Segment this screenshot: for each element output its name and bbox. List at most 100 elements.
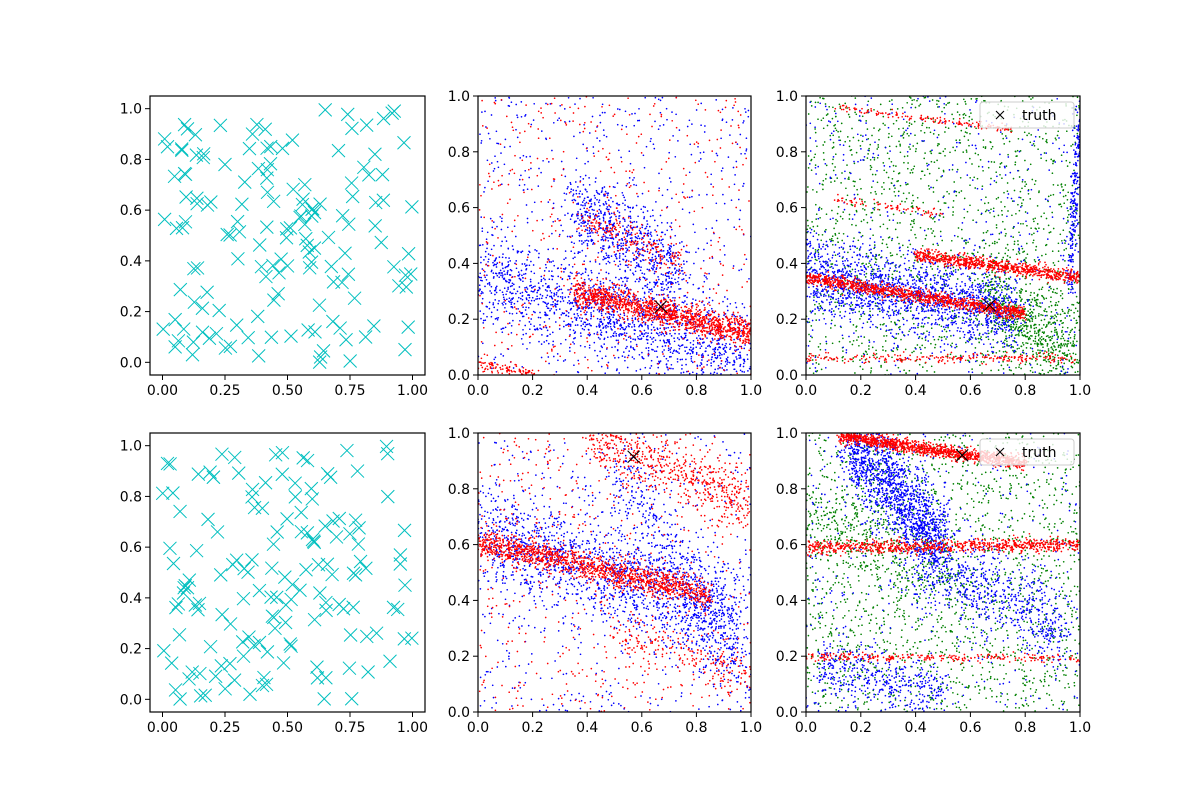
x-tick-label: 0.0 xyxy=(795,383,817,399)
x-tick-label: 0.25 xyxy=(209,720,240,736)
plot-area xyxy=(478,433,751,712)
data-point xyxy=(293,210,307,225)
data-point xyxy=(284,639,298,654)
y-tick-label: 0.0 xyxy=(120,355,142,371)
data-point xyxy=(279,230,294,245)
data-point xyxy=(189,543,204,558)
data-point xyxy=(229,318,244,333)
x-tick-label: 0.8 xyxy=(1014,720,1036,736)
data-point xyxy=(376,111,391,126)
data-point xyxy=(252,238,267,252)
x-tick-label: 0.75 xyxy=(334,383,365,399)
data-point xyxy=(255,678,270,693)
data-point xyxy=(367,319,381,333)
data-point xyxy=(209,326,224,341)
data-point xyxy=(331,143,346,158)
data-points-series-5 xyxy=(1062,100,1080,309)
y-tick-label: 0.6 xyxy=(448,538,470,554)
data-point xyxy=(186,335,201,349)
y-tick-label: 0.0 xyxy=(776,368,798,384)
data-point xyxy=(241,565,255,580)
x-tick-label: 0.2 xyxy=(521,383,543,399)
y-tick-label: 1.0 xyxy=(120,102,142,118)
axes-frame xyxy=(477,432,752,713)
data-point xyxy=(352,520,366,535)
data-points-series-4 xyxy=(898,506,1077,681)
data-point xyxy=(375,167,390,182)
data-point xyxy=(260,141,274,156)
data-point xyxy=(166,486,180,500)
data-point xyxy=(284,329,298,343)
data-point xyxy=(275,467,290,482)
subplot-5: 0.0 0.2 0.4 0.6 0.8 1.0 0.0 0.2 0.4 0.6 0.8 1.0 xyxy=(448,426,762,736)
data-point xyxy=(313,586,327,600)
data-point xyxy=(362,168,376,182)
data-point xyxy=(299,562,313,577)
data-point xyxy=(218,157,232,172)
data-point xyxy=(245,490,259,504)
data-point xyxy=(259,220,274,234)
data-point xyxy=(275,445,290,460)
data-point xyxy=(188,127,203,142)
data-point xyxy=(236,591,251,606)
data-point xyxy=(339,332,353,347)
data-point xyxy=(247,638,261,653)
data-point xyxy=(223,228,237,242)
data-point xyxy=(198,688,213,703)
data-point xyxy=(215,447,229,462)
x-tick-label: 0.6 xyxy=(959,383,981,399)
data-points-series-5 xyxy=(581,433,751,528)
data-point xyxy=(259,269,273,284)
y-tick-label: 0.4 xyxy=(776,593,798,609)
data-point xyxy=(318,102,333,117)
y-tick-label: 0.0 xyxy=(448,368,470,384)
data-point xyxy=(398,342,412,357)
data-point xyxy=(155,486,170,501)
data-point xyxy=(232,224,247,239)
data-point xyxy=(220,227,235,242)
subplot-3: 0.0 0.2 0.4 0.6 0.8 1.0 0.0 0.2 0.4 0.6 0.8 1.0 trut… xyxy=(776,89,1091,399)
y-tick-label: 0.8 xyxy=(120,489,142,505)
data-point xyxy=(178,214,193,229)
data-point xyxy=(325,567,339,582)
legend-truth-marker xyxy=(995,447,1005,457)
data-point xyxy=(300,453,315,468)
data-points-series-7 xyxy=(913,247,1080,284)
data-point xyxy=(306,534,321,548)
data-point xyxy=(235,197,249,212)
data-point xyxy=(393,548,408,562)
data-point xyxy=(195,301,210,316)
y-tick-label: 0.8 xyxy=(448,145,470,161)
y-tick-label: 1.0 xyxy=(120,439,142,455)
axes-frame xyxy=(477,95,752,376)
data-point xyxy=(178,167,193,182)
data-point xyxy=(177,580,192,595)
data-point xyxy=(270,525,285,539)
y-tick-label: 1.0 xyxy=(776,89,798,105)
data-point xyxy=(405,200,419,214)
y-tick-label: 0.0 xyxy=(448,705,470,721)
data-point xyxy=(326,514,340,528)
data-point xyxy=(342,661,357,676)
data-point xyxy=(380,489,395,504)
data-point xyxy=(279,598,293,612)
x-tick-label: 0.4 xyxy=(904,383,926,399)
data-point xyxy=(160,456,175,471)
data-point xyxy=(277,570,292,585)
data-point xyxy=(227,450,242,465)
data-point xyxy=(343,354,358,368)
data-point xyxy=(387,104,402,118)
data-points-series-4 xyxy=(569,270,751,352)
data-point xyxy=(312,355,327,369)
data-point xyxy=(189,148,204,162)
data-point xyxy=(369,626,384,641)
x-tick-label: 0.50 xyxy=(272,720,303,736)
data-point xyxy=(206,470,221,485)
data-point xyxy=(304,255,319,270)
data-point xyxy=(368,147,382,162)
x-tick-label: 0.2 xyxy=(850,720,872,736)
x-tick-label: 0.2 xyxy=(521,720,543,736)
data-point xyxy=(266,258,280,273)
data-point xyxy=(283,221,298,235)
